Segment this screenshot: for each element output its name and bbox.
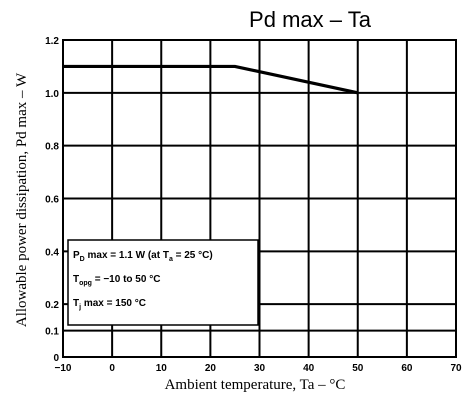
annotation-box	[67, 239, 259, 326]
annotation-tj-max: Tj max = 150 °C	[73, 298, 146, 311]
y-tick-labels: 0 0.1 0.2 0.4 0.6 0.8 1.0 1.2	[45, 36, 59, 364]
x-tick-label: 70	[450, 363, 462, 374]
x-tick-label: 0	[109, 363, 115, 374]
x-tick-label: 20	[205, 363, 217, 374]
y-tick-label: 0.4	[45, 247, 59, 258]
y-tick-label: 0.2	[45, 300, 59, 311]
y-tick-label: 0.1	[45, 327, 59, 338]
y-tick-label: 0.6	[45, 195, 59, 206]
series-line	[63, 64, 359, 95]
annotation-pd-max: PD max = 1.1 W (at Ta = 25 °C)	[73, 250, 213, 263]
annotation-topg: Topg = −10 to 50 °C	[73, 274, 160, 287]
y-tick-label: 0	[53, 353, 59, 364]
y-tick-label: 1.2	[45, 36, 59, 47]
y-tick-label: 0.8	[45, 142, 59, 153]
plot-frame	[62, 39, 457, 358]
chart-title: Pd max – Ta	[249, 7, 372, 32]
series-layer	[63, 64, 359, 95]
y-axis-label: Allowable power dissipation, Pd max – W	[14, 72, 30, 327]
x-tick-label: 10	[156, 363, 168, 374]
x-tick-label: 40	[303, 363, 315, 374]
x-tick-label: 30	[254, 363, 266, 374]
x-tick-labels: −10 0 10 20 30 40 50 60 70	[55, 363, 462, 374]
x-axis-label: Ambient temperature, Ta – °C	[165, 377, 346, 393]
x-tick-label: 60	[401, 363, 413, 374]
x-tick-label: 50	[352, 363, 364, 374]
y-tick-label: 1.0	[45, 89, 59, 100]
x-tick-label: −10	[55, 363, 72, 374]
